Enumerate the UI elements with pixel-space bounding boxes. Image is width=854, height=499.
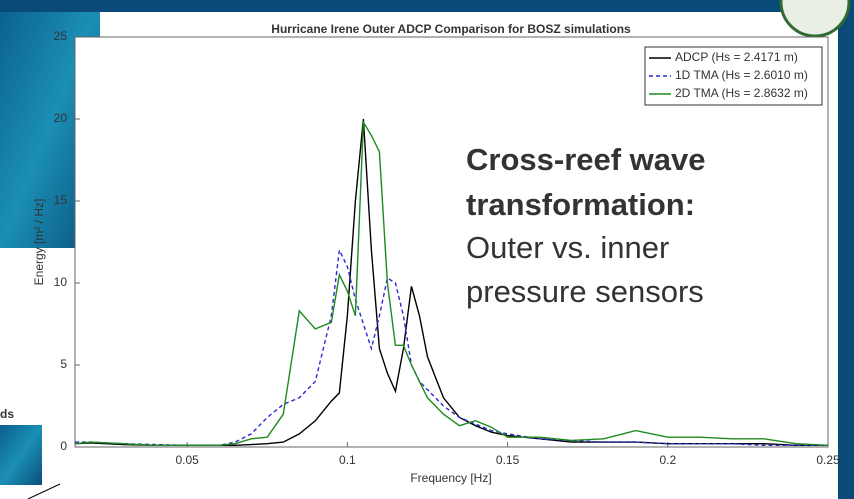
x-tick-label: 0.15 <box>496 453 520 467</box>
annotation-heading: Cross-reef wave <box>466 142 706 177</box>
y-tick-label: 0 <box>60 439 67 453</box>
photo <box>0 425 42 485</box>
chart-title: Hurricane Irene Outer ADCP Comparison fo… <box>271 22 631 36</box>
x-tick-label: 0.1 <box>339 453 356 467</box>
series-line <box>75 247 828 447</box>
series-line <box>74 119 829 447</box>
y-tick-label: 5 <box>60 357 67 371</box>
annotation-body: pressure sensors <box>466 274 704 309</box>
y-tick-label: 10 <box>54 275 68 289</box>
x-tick-label: 0.25 <box>816 453 840 467</box>
legend-box <box>644 46 823 106</box>
y-tick-label: 25 <box>54 29 68 43</box>
top-strip <box>0 0 854 12</box>
legend-label: 1D TMA (Hs = 2.6010 m) <box>675 68 808 82</box>
series-line <box>74 118 828 447</box>
legend-label: 2D TMA (Hs = 2.8632 m) <box>675 86 808 100</box>
logo <box>779 0 851 38</box>
side-strip <box>838 0 854 499</box>
annotation-body: Outer vs. inner <box>466 230 669 265</box>
slide-fragment: ds <box>0 407 14 421</box>
annotation-heading: transformation: <box>466 187 695 222</box>
connector <box>27 483 61 499</box>
y-tick-label: 20 <box>54 111 68 125</box>
x-tick-label: 0.05 <box>175 453 199 467</box>
y-axis-label: Energy [m² / Hz] <box>32 199 46 286</box>
y-tick-label: 15 <box>54 193 68 207</box>
x-axis-label: Frequency [Hz] <box>410 471 491 485</box>
legend-label: ADCP (Hs = 2.4171 m) <box>675 50 798 64</box>
x-tick-label: 0.2 <box>659 453 676 467</box>
